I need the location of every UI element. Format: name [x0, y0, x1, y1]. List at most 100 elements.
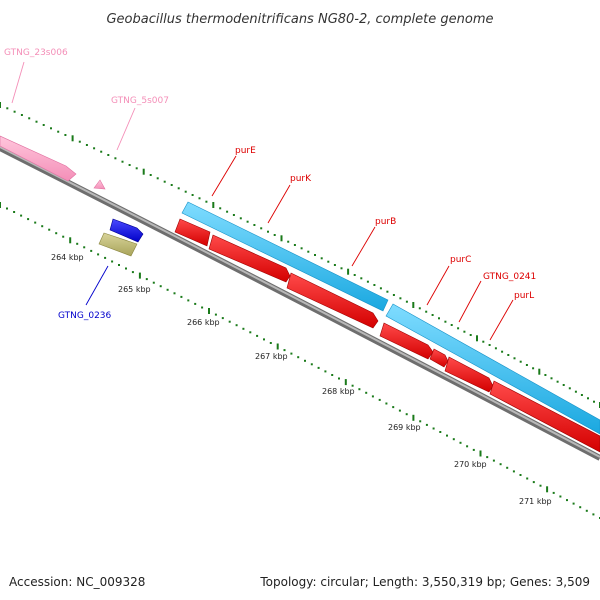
purC-gene[interactable]	[379, 322, 434, 360]
purine-operon-forward-cds[interactable]	[181, 201, 600, 435]
minor-tick	[191, 194, 194, 196]
major-tick	[280, 235, 283, 242]
minor-tick	[562, 384, 565, 386]
kbp-label: 267 kbp	[255, 352, 288, 361]
minor-tick	[283, 349, 286, 352]
minor-tick	[532, 481, 535, 484]
minor-tick	[194, 302, 197, 305]
purL-gene[interactable]	[444, 356, 494, 393]
minor-tick	[300, 247, 303, 250]
gene-label-purE: purE	[235, 146, 256, 156]
accession-text: Accession: NC_009328	[9, 575, 145, 589]
minor-tick	[398, 409, 401, 412]
minor-tick	[170, 184, 173, 186]
minor-tick	[184, 190, 187, 193]
minor-tick	[386, 290, 389, 293]
minor-tick	[432, 427, 435, 430]
misc-feature[interactable]	[98, 232, 138, 257]
major-tick	[412, 302, 415, 308]
rrna-5s-feature[interactable]	[93, 179, 106, 190]
minor-tick	[273, 234, 276, 236]
minor-tick	[378, 398, 381, 401]
minor-tick	[239, 217, 242, 220]
minor-tick	[107, 154, 110, 156]
minor-tick	[365, 391, 368, 394]
purK-gene[interactable]	[208, 234, 291, 283]
minor-tick	[214, 313, 217, 316]
minor-tick	[399, 297, 402, 300]
minor-tick	[232, 214, 235, 216]
major-tick	[71, 135, 74, 142]
minor-tick	[41, 225, 44, 228]
minor-tick	[519, 360, 522, 363]
minor-tick	[366, 280, 369, 283]
minor-tick	[260, 227, 263, 230]
minor-tick	[405, 300, 408, 303]
minor-tick	[97, 253, 100, 256]
minor-tick	[76, 242, 79, 245]
major-tick	[476, 335, 478, 342]
major-tick	[0, 202, 1, 208]
minor-tick	[550, 377, 553, 380]
gene-label-purC: purC	[450, 255, 471, 265]
major-tick	[69, 237, 72, 244]
minor-tick	[572, 502, 575, 505]
gtng-0236-feature[interactable]	[109, 218, 144, 243]
major-tick	[212, 202, 215, 208]
minor-tick	[466, 445, 469, 448]
minor-tick	[128, 164, 131, 166]
minor-tick	[269, 342, 272, 344]
purE-gene[interactable]	[174, 218, 211, 247]
minor-tick	[580, 394, 583, 396]
inner-tick-row	[0, 202, 600, 519]
minor-tick	[149, 174, 152, 176]
minor-tick	[463, 330, 466, 333]
minor-tick	[173, 292, 176, 295]
minor-tick	[156, 177, 159, 180]
minor-tick	[118, 264, 120, 266]
rrna-23s-feature[interactable]	[0, 135, 77, 182]
minor-tick	[320, 257, 323, 260]
minor-tick	[90, 249, 93, 252]
minor-tick	[592, 513, 595, 516]
minor-tick	[525, 364, 528, 366]
minor-tick	[405, 413, 408, 416]
purB-gene[interactable]	[286, 272, 379, 329]
minor-tick	[55, 232, 58, 235]
kbp-label: 266 kbp	[187, 318, 220, 327]
minor-tick	[373, 284, 376, 286]
minor-tick	[519, 474, 522, 476]
minor-tick	[327, 260, 330, 263]
minor-tick	[317, 366, 320, 369]
minor-tick	[444, 320, 447, 323]
minor-tick	[6, 207, 8, 210]
minor-tick	[57, 130, 60, 133]
minor-tick	[501, 350, 504, 353]
major-tick	[479, 450, 482, 457]
minor-tick	[226, 210, 229, 213]
minor-tick	[125, 267, 127, 270]
minor-tick	[256, 334, 259, 337]
minor-tick	[506, 466, 509, 469]
minor-tick	[544, 374, 547, 376]
minor-tick	[338, 377, 340, 380]
minor-tick	[228, 320, 231, 323]
minor-tick	[579, 506, 582, 509]
minor-tick	[351, 384, 354, 387]
minor-tick	[253, 224, 256, 226]
reverse-gene-tail[interactable]	[489, 380, 600, 453]
minor-tick	[539, 484, 542, 487]
minor-tick	[78, 140, 81, 143]
minor-tick	[287, 240, 290, 243]
minor-tick	[568, 387, 571, 390]
major-tick	[546, 486, 549, 493]
major-tick	[538, 368, 541, 375]
major-tick	[0, 102, 1, 108]
gtng-0241-gene[interactable]	[429, 348, 449, 368]
minor-tick	[360, 277, 363, 280]
minor-tick	[482, 340, 485, 343]
minor-tick	[512, 470, 515, 473]
minor-tick	[163, 180, 166, 183]
minor-tick	[499, 463, 502, 466]
minor-tick	[310, 363, 313, 366]
